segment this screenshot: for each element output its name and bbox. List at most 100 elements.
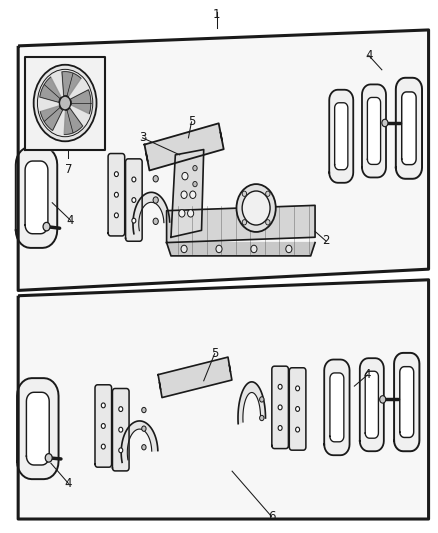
Polygon shape [365, 371, 378, 438]
Circle shape [132, 198, 136, 203]
Circle shape [101, 444, 105, 449]
Polygon shape [362, 84, 386, 177]
Text: 3: 3 [139, 131, 146, 144]
Polygon shape [145, 123, 224, 171]
Circle shape [278, 384, 282, 389]
Polygon shape [330, 373, 344, 442]
Text: 6: 6 [268, 510, 275, 523]
Polygon shape [16, 147, 57, 248]
Circle shape [251, 245, 257, 253]
Circle shape [242, 191, 247, 196]
Polygon shape [402, 92, 416, 165]
Circle shape [266, 191, 270, 196]
Text: 1: 1 [213, 7, 221, 21]
Text: 5: 5 [211, 347, 218, 360]
Polygon shape [394, 353, 420, 451]
Polygon shape [40, 77, 61, 102]
Polygon shape [360, 358, 384, 451]
Circle shape [142, 407, 146, 413]
Circle shape [266, 220, 270, 225]
Polygon shape [289, 368, 306, 450]
Text: 4: 4 [364, 368, 371, 382]
Circle shape [242, 220, 247, 225]
Circle shape [101, 403, 105, 408]
Polygon shape [238, 382, 265, 424]
Circle shape [182, 172, 188, 180]
Circle shape [181, 191, 187, 198]
Circle shape [380, 395, 386, 403]
Circle shape [43, 222, 50, 231]
Circle shape [153, 218, 158, 224]
Circle shape [260, 415, 264, 421]
Text: 5: 5 [188, 116, 195, 128]
Polygon shape [166, 243, 315, 256]
Circle shape [114, 172, 118, 176]
Circle shape [132, 177, 136, 182]
Circle shape [119, 427, 123, 432]
Circle shape [242, 191, 270, 225]
Circle shape [119, 448, 123, 453]
Circle shape [296, 407, 300, 411]
Polygon shape [62, 71, 81, 96]
Polygon shape [158, 357, 232, 398]
Circle shape [216, 245, 222, 253]
Circle shape [278, 425, 282, 431]
Polygon shape [166, 205, 315, 243]
Polygon shape [335, 103, 348, 169]
Text: 4: 4 [365, 49, 372, 62]
Circle shape [179, 209, 185, 217]
Polygon shape [71, 90, 91, 114]
Polygon shape [108, 154, 125, 236]
Circle shape [114, 192, 118, 197]
Polygon shape [26, 392, 49, 465]
Polygon shape [367, 98, 381, 165]
Circle shape [260, 397, 264, 402]
Polygon shape [171, 150, 204, 237]
Text: 4: 4 [65, 477, 72, 490]
Polygon shape [146, 154, 148, 161]
Circle shape [193, 181, 197, 187]
Circle shape [382, 119, 388, 127]
Circle shape [296, 427, 300, 432]
Circle shape [190, 191, 196, 198]
Polygon shape [25, 161, 48, 234]
Circle shape [237, 184, 276, 232]
Circle shape [153, 197, 158, 203]
Polygon shape [18, 30, 428, 290]
Polygon shape [95, 385, 112, 467]
Text: 7: 7 [65, 163, 72, 176]
Polygon shape [220, 132, 222, 140]
Polygon shape [400, 367, 414, 438]
Polygon shape [64, 108, 83, 134]
Polygon shape [113, 389, 129, 471]
Text: 2: 2 [322, 235, 330, 247]
Circle shape [60, 96, 71, 110]
Circle shape [142, 426, 146, 431]
Polygon shape [159, 383, 161, 390]
Polygon shape [18, 280, 428, 519]
Polygon shape [396, 78, 422, 179]
Circle shape [181, 245, 187, 253]
Circle shape [119, 407, 123, 411]
Circle shape [45, 454, 52, 462]
Polygon shape [272, 366, 288, 449]
Circle shape [278, 405, 282, 410]
Circle shape [286, 245, 292, 253]
Circle shape [193, 165, 197, 171]
Text: 4: 4 [67, 214, 74, 227]
Polygon shape [126, 159, 142, 241]
Polygon shape [133, 192, 170, 234]
Circle shape [142, 445, 146, 450]
Polygon shape [121, 421, 158, 462]
Polygon shape [329, 90, 353, 183]
Polygon shape [17, 378, 59, 479]
Circle shape [153, 175, 158, 182]
Polygon shape [324, 360, 350, 455]
Circle shape [187, 209, 194, 217]
Circle shape [114, 213, 118, 218]
Circle shape [296, 386, 300, 391]
Polygon shape [25, 56, 106, 150]
Polygon shape [40, 106, 63, 131]
Circle shape [34, 64, 96, 141]
Circle shape [132, 218, 136, 223]
